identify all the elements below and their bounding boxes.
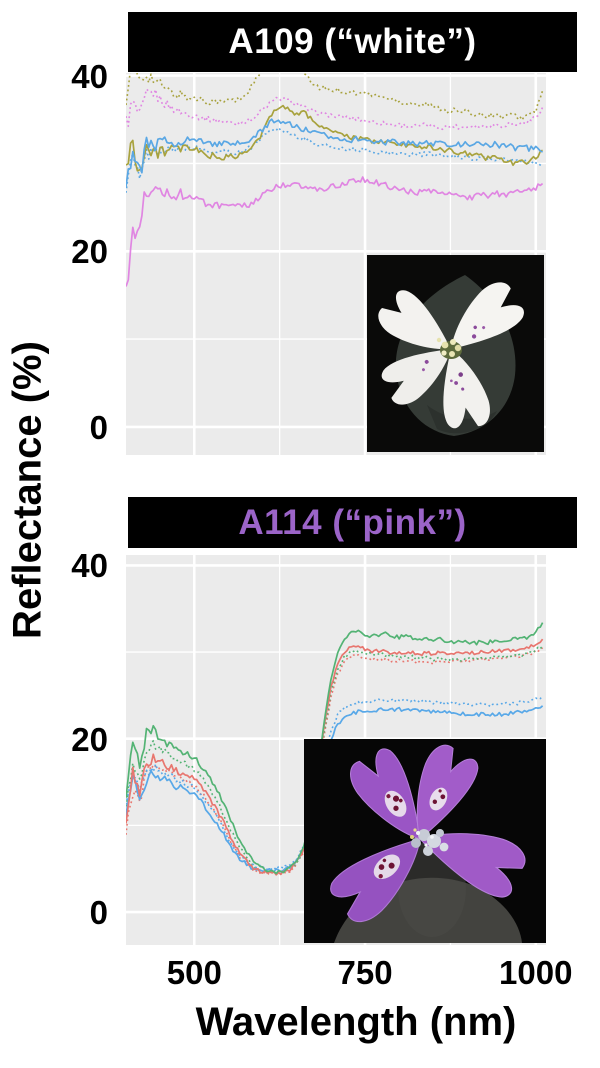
panel-title-banner-a114: A114 (“pink”) (128, 497, 577, 548)
y-tick-label: 20 (71, 233, 108, 271)
x-tick-label: 750 (337, 954, 393, 991)
y-tick-label: 20 (71, 720, 108, 758)
pink-flower (330, 744, 526, 923)
plot-area-a109 (126, 73, 546, 455)
series-green-solid (126, 622, 544, 875)
series-olive-solid (126, 104, 543, 172)
y-tick-label: 40 (71, 547, 108, 585)
panel-title-a109: A109 (“white”) (228, 22, 477, 61)
pink-flower-photo (304, 739, 546, 943)
y-tick-label: 0 (89, 894, 108, 932)
series-blue-dotted (126, 695, 544, 871)
series-red-dotted (126, 647, 544, 876)
white-flower-illustration (367, 255, 544, 452)
series-red-solid (126, 638, 544, 876)
series-blue-solid (126, 705, 544, 873)
flower-center (410, 828, 449, 856)
y-tick-label: 40 (71, 57, 108, 95)
pink-flower-illustration (304, 739, 546, 943)
series-blue-dotted (126, 126, 544, 193)
series-orchid-dotted (126, 88, 544, 131)
y-axis-title: Reflectance (%) (5, 341, 50, 639)
flower-center (436, 337, 462, 359)
plot-area-a114 (126, 555, 546, 945)
panel-title-banner-a109: A109 (“white”) (128, 12, 577, 72)
white-flower-photo (367, 255, 544, 452)
x-axis-title: Wavelength (nm) (195, 1000, 517, 1044)
series-orchid-solid (126, 176, 544, 287)
series-green-dotted (126, 645, 544, 875)
y-tick-label: 0 (89, 408, 108, 446)
series-blue-solid (126, 118, 543, 187)
panel-title-a114: A114 (“pink”) (238, 502, 467, 542)
spectra-chart-a109 (126, 73, 546, 455)
x-tick-label: 500 (166, 954, 222, 991)
x-tick-label: 1000 (499, 954, 573, 991)
series-olive-dotted (126, 73, 544, 121)
white-flower (378, 282, 524, 429)
